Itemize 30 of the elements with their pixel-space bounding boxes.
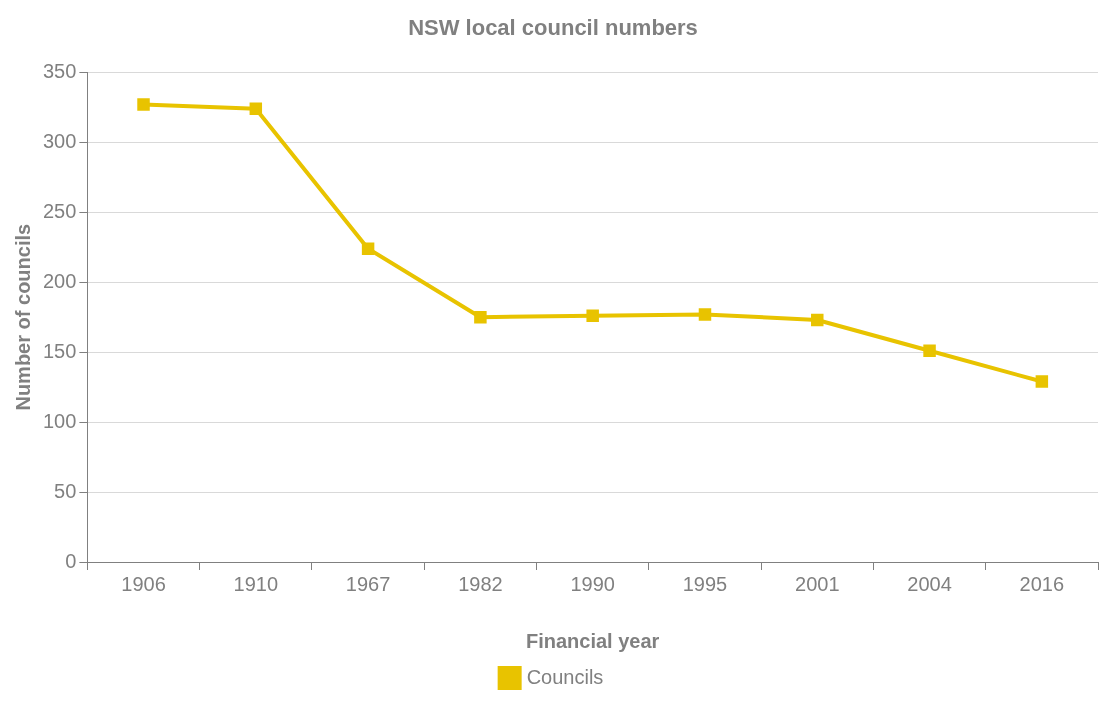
point — [361, 242, 375, 255]
chart-title: NSW local council numbers — [408, 15, 698, 41]
point — [698, 308, 712, 321]
point — [811, 313, 824, 327]
point — [137, 98, 150, 111]
y-tick-label: 250 — [42, 199, 77, 222]
x-tick-label: 1910 — [233, 572, 279, 595]
y-axis-title: Number of councils — [11, 223, 34, 411]
legend-label: Councils — [526, 665, 604, 688]
point — [249, 102, 263, 116]
y-tick-label: 350 — [42, 59, 77, 82]
y-tick-label: 100 — [42, 409, 77, 432]
y-tick-label: 0 — [65, 549, 77, 572]
x-tick-label: 1967 — [345, 572, 391, 595]
x-tick-label: 2001 — [795, 572, 840, 595]
point — [923, 344, 936, 358]
y-tick-label: 200 — [42, 269, 77, 292]
x-tick-label: 2004 — [907, 572, 952, 595]
point — [1035, 375, 1049, 388]
point — [474, 310, 487, 324]
x-tick-label: 1982 — [458, 572, 503, 595]
y-tick-label: 300 — [42, 129, 77, 152]
point — [586, 309, 599, 323]
x-tick-label: 1906 — [121, 572, 166, 595]
x-axis-title: Financial year — [525, 629, 660, 652]
x-tick-label: 2016 — [1019, 572, 1065, 595]
x-tick-label: 1995 — [682, 572, 728, 595]
y-tick-label: 150 — [42, 339, 77, 362]
y-tick-label: 50 — [54, 479, 77, 502]
x-tick-label: 1990 — [570, 572, 615, 595]
